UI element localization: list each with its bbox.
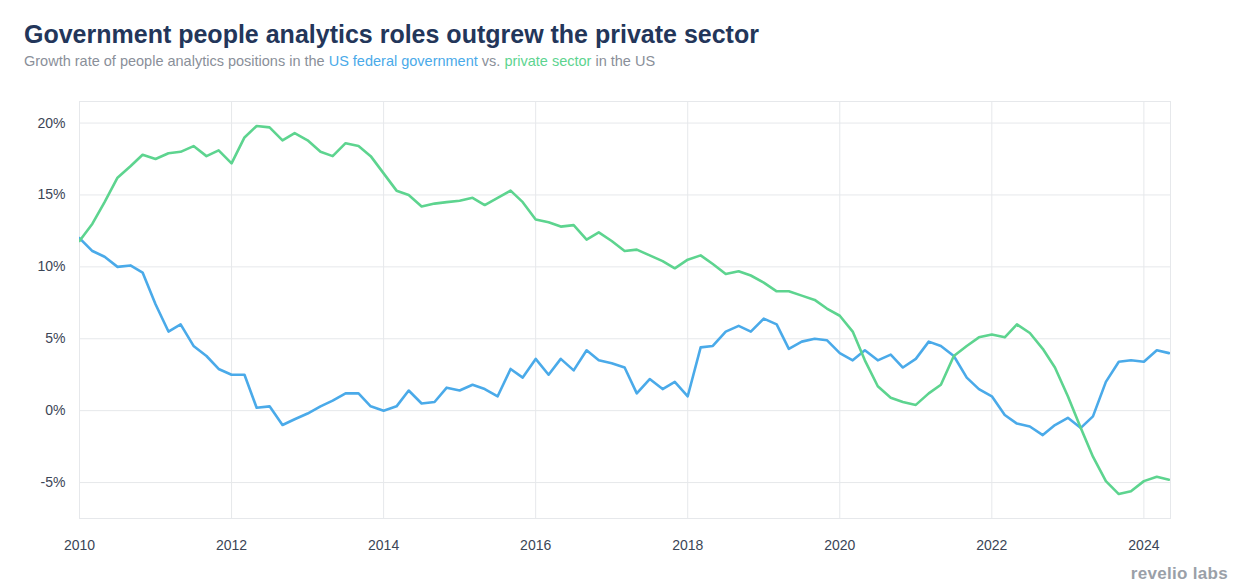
svg-text:2010: 2010 [64, 537, 95, 553]
svg-text:2016: 2016 [520, 537, 551, 553]
svg-text:0%: 0% [45, 402, 65, 418]
svg-text:2020: 2020 [824, 537, 855, 553]
svg-text:2024: 2024 [1128, 537, 1159, 553]
html-text:revelio labs: revelio labs [1130, 564, 1228, 583]
svg-text:20%: 20% [37, 115, 65, 131]
svg-text:15%: 15% [37, 186, 65, 202]
svg-text:2012: 2012 [216, 537, 247, 553]
svg-text:2022: 2022 [976, 537, 1007, 553]
svg-text:2014: 2014 [368, 537, 399, 553]
svg-text:5%: 5% [45, 330, 65, 346]
html-text:Growth rate of people analytic: Growth rate of people analytics position… [24, 53, 656, 69]
svg-text:-5%: -5% [41, 474, 66, 490]
svg-text:10%: 10% [37, 258, 65, 274]
html-text:Government people analytics ro: Government people analytics roles outgre… [24, 20, 759, 48]
svg-text:2018: 2018 [672, 537, 703, 553]
